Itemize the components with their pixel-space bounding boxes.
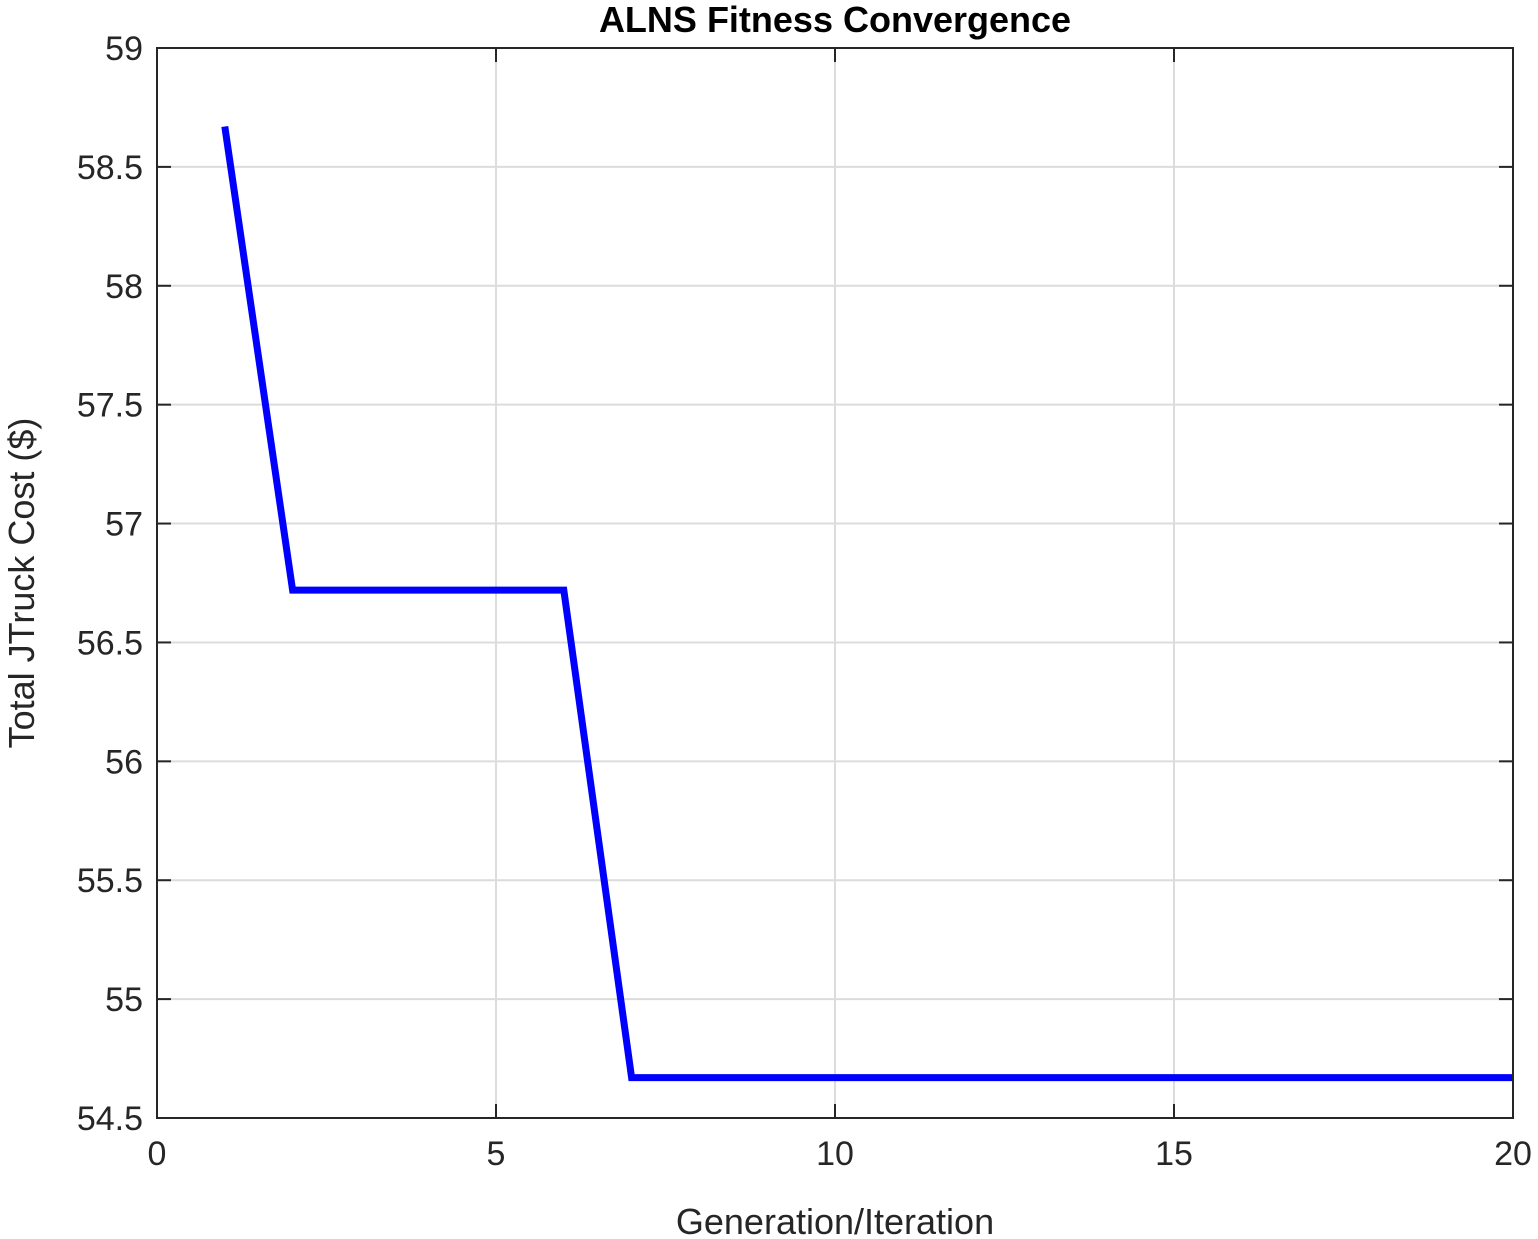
x-tick-labels: 0 5 10 15 20 [148,1135,1532,1173]
y-tick-label: 57 [105,506,143,544]
axis-ticks [156,47,1514,1119]
chart-title: ALNS Fitness Convergence [599,0,1071,40]
y-tick-label: 54.5 [77,1100,143,1138]
y-tick-label: 58 [105,268,143,306]
series-line [221,125,1513,1082]
y-tick-label: 57.5 [77,387,143,425]
y-tick-label: 56 [105,743,143,781]
y-tick-label: 59 [105,30,143,68]
y-tick-label: 56.5 [77,624,143,662]
y-axis-label: Total JTruck Cost ($) [1,418,42,749]
y-tick-label: 58.5 [77,149,143,187]
x-axis-label: Generation/Iteration [676,1201,994,1239]
y-tick-label: 55 [105,981,143,1019]
series-lines [221,125,1513,1082]
x-tick-label: 20 [1494,1135,1532,1173]
x-tick-label: 10 [816,1135,854,1173]
x-tick-label: 0 [148,1135,167,1173]
x-tick-label: 15 [1155,1135,1193,1173]
grid-lines [157,48,1513,1118]
y-tick-labels: 54.5 55 55.5 56 56.5 57 57.5 58 58.5 59 [77,30,143,1138]
y-tick-label: 55.5 [77,862,143,900]
x-tick-label: 5 [487,1135,506,1173]
